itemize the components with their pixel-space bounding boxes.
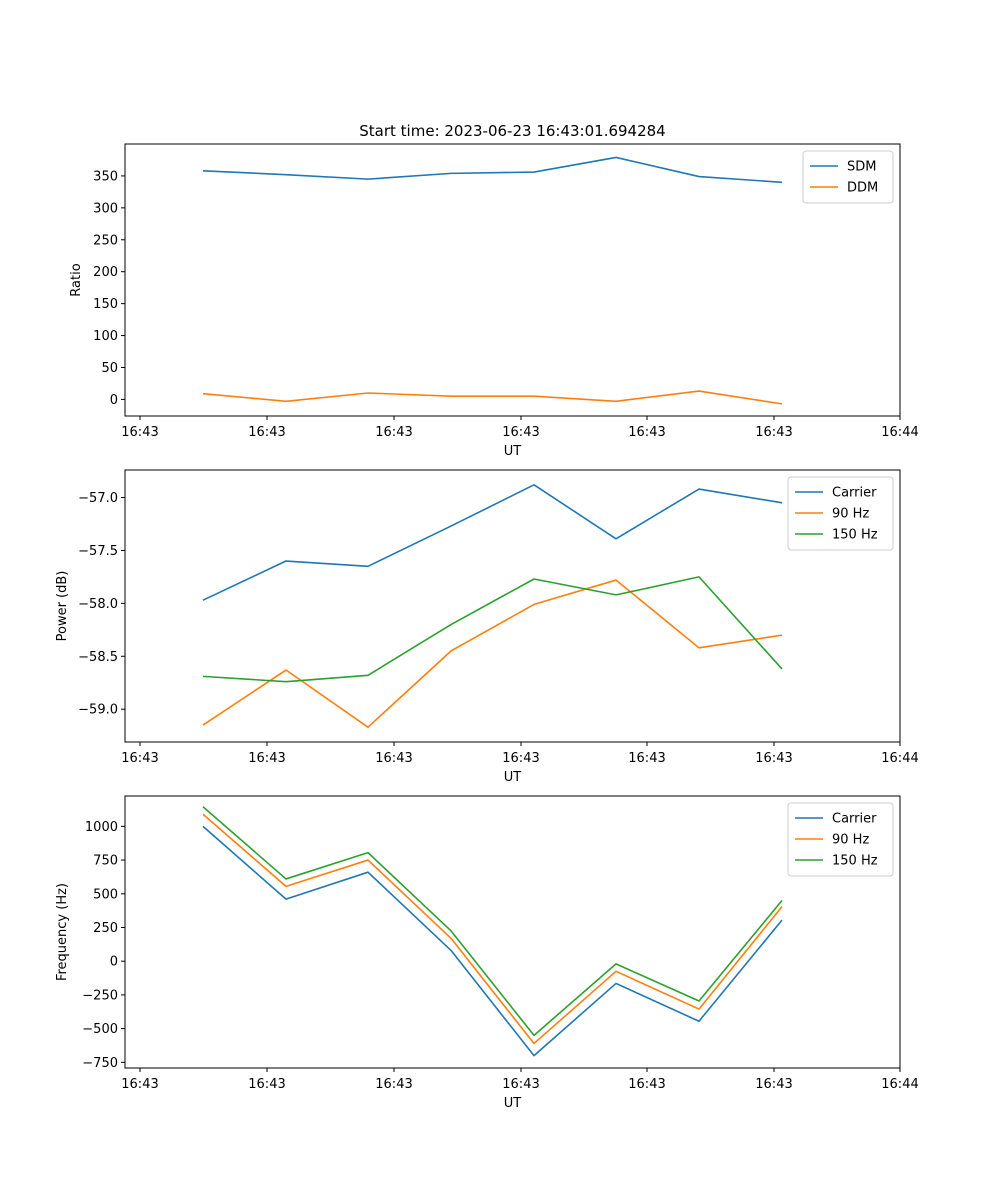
series-line-carrier (202, 825, 783, 1057)
y-tick-label: −250 (82, 988, 118, 1003)
legend-entry: 90 Hz (832, 507, 869, 522)
y-tick-label: 1000 (85, 820, 118, 835)
x-tick-label: 16:43 (121, 1077, 158, 1092)
x-tick-label: 16:43 (375, 1077, 412, 1092)
y-tick-label: 150 (93, 297, 118, 312)
y-tick-label: 0 (110, 393, 118, 408)
x-tick-label: 16:43 (375, 751, 412, 766)
chart-panel-2: −59.0 −58.5 −58.0 −57.5 −57.0 16:43 16:43 16:43… (55, 469, 919, 785)
series-line-90-hz (202, 579, 783, 728)
legend: SDM DDM (802, 150, 894, 204)
x-tick-label: 16:43 (628, 1077, 665, 1092)
x-tick-label: 16:43 (628, 425, 665, 440)
y-tick-label: 300 (93, 201, 118, 216)
x-tick-label: 16:43 (502, 1077, 539, 1092)
x-tick-label: 16:43 (248, 751, 285, 766)
y-tick-label: −58.0 (78, 597, 118, 612)
y-tick-label: 200 (93, 265, 118, 280)
x-tick-label: 16:43 (502, 751, 539, 766)
y-axis-label: Frequency (Hz) (55, 883, 70, 981)
x-tick-label: 16:43 (248, 425, 285, 440)
legend-box (787, 476, 894, 551)
y-tick-label: 500 (93, 887, 118, 902)
x-tick-label: 16:43 (375, 425, 412, 440)
x-tick-label: 16:43 (755, 425, 792, 440)
legend-entry: 150 Hz (832, 528, 878, 543)
legend: Carrier 90 Hz 150 Hz (787, 476, 894, 551)
y-tick-label: 750 (93, 854, 118, 869)
x-axis-label: UT (504, 770, 522, 785)
chart-title: Start time: 2023-06-23 16:43:01.694284 (359, 122, 665, 140)
x-tick-label: 16:43 (755, 1077, 792, 1092)
legend-entry: Carrier (832, 812, 877, 827)
series-line-ddm (202, 390, 783, 405)
legend: Carrier 90 Hz 150 Hz (787, 802, 894, 877)
y-tick-label: −59.0 (78, 703, 118, 718)
legend-entry: DDM (847, 181, 878, 196)
y-tick-label: −750 (82, 1056, 118, 1071)
series-line-sdm (202, 156, 783, 184)
x-tick-label: 16:43 (121, 425, 158, 440)
legend-box (802, 150, 894, 204)
axes-frame (124, 469, 901, 743)
chart-panels: 0 50 100 150 200 250 300 350 16:43 16:43 16:43 16:4… (55, 143, 919, 1111)
y-tick-label: 250 (93, 921, 118, 936)
x-tick-label: 16:43 (628, 751, 665, 766)
y-tick-label: −500 (82, 1022, 118, 1037)
y-tick-label: −57.5 (78, 544, 118, 559)
x-tick-label: 16:44 (881, 1077, 918, 1092)
series-line-150-hz (202, 576, 783, 683)
x-tick-label: 16:43 (121, 751, 158, 766)
series-line-carrier (202, 484, 783, 601)
x-tick-label: 16:44 (881, 425, 918, 440)
chart-panel-3: −750 −500 −250 0 250 500 750 1000 16:43 16:43 16:4… (55, 795, 919, 1111)
axes-frame (124, 795, 901, 1069)
legend-entry: 90 Hz (832, 833, 869, 848)
chart-panel-1: 0 50 100 150 200 250 300 350 16:43 16:43 16:43 16:4… (69, 143, 919, 459)
legend-box (787, 802, 894, 877)
y-tick-label: 0 (110, 955, 118, 970)
x-tick-label: 16:43 (502, 425, 539, 440)
y-tick-label: −58.5 (78, 650, 118, 665)
legend-entry: SDM (847, 160, 876, 175)
series-line-90-hz (202, 813, 783, 1045)
x-axis-label: UT (504, 444, 522, 459)
x-tick-label: 16:43 (248, 1077, 285, 1092)
y-tick-label: 250 (93, 233, 118, 248)
y-tick-label: 100 (93, 329, 118, 344)
legend-entry: 150 Hz (832, 854, 878, 869)
series-line-150-hz (202, 806, 783, 1037)
y-tick-label: −57.0 (78, 491, 118, 506)
legend-entry: Carrier (832, 486, 877, 501)
y-axis-label: Power (dB) (55, 571, 70, 642)
y-axis-label: Ratio (69, 263, 84, 296)
y-tick-label: 50 (101, 361, 118, 376)
x-axis-label: UT (504, 1096, 522, 1111)
axes-frame (124, 143, 901, 417)
y-tick-label: 350 (93, 169, 118, 184)
x-tick-label: 16:44 (881, 751, 918, 766)
x-tick-label: 16:43 (755, 751, 792, 766)
